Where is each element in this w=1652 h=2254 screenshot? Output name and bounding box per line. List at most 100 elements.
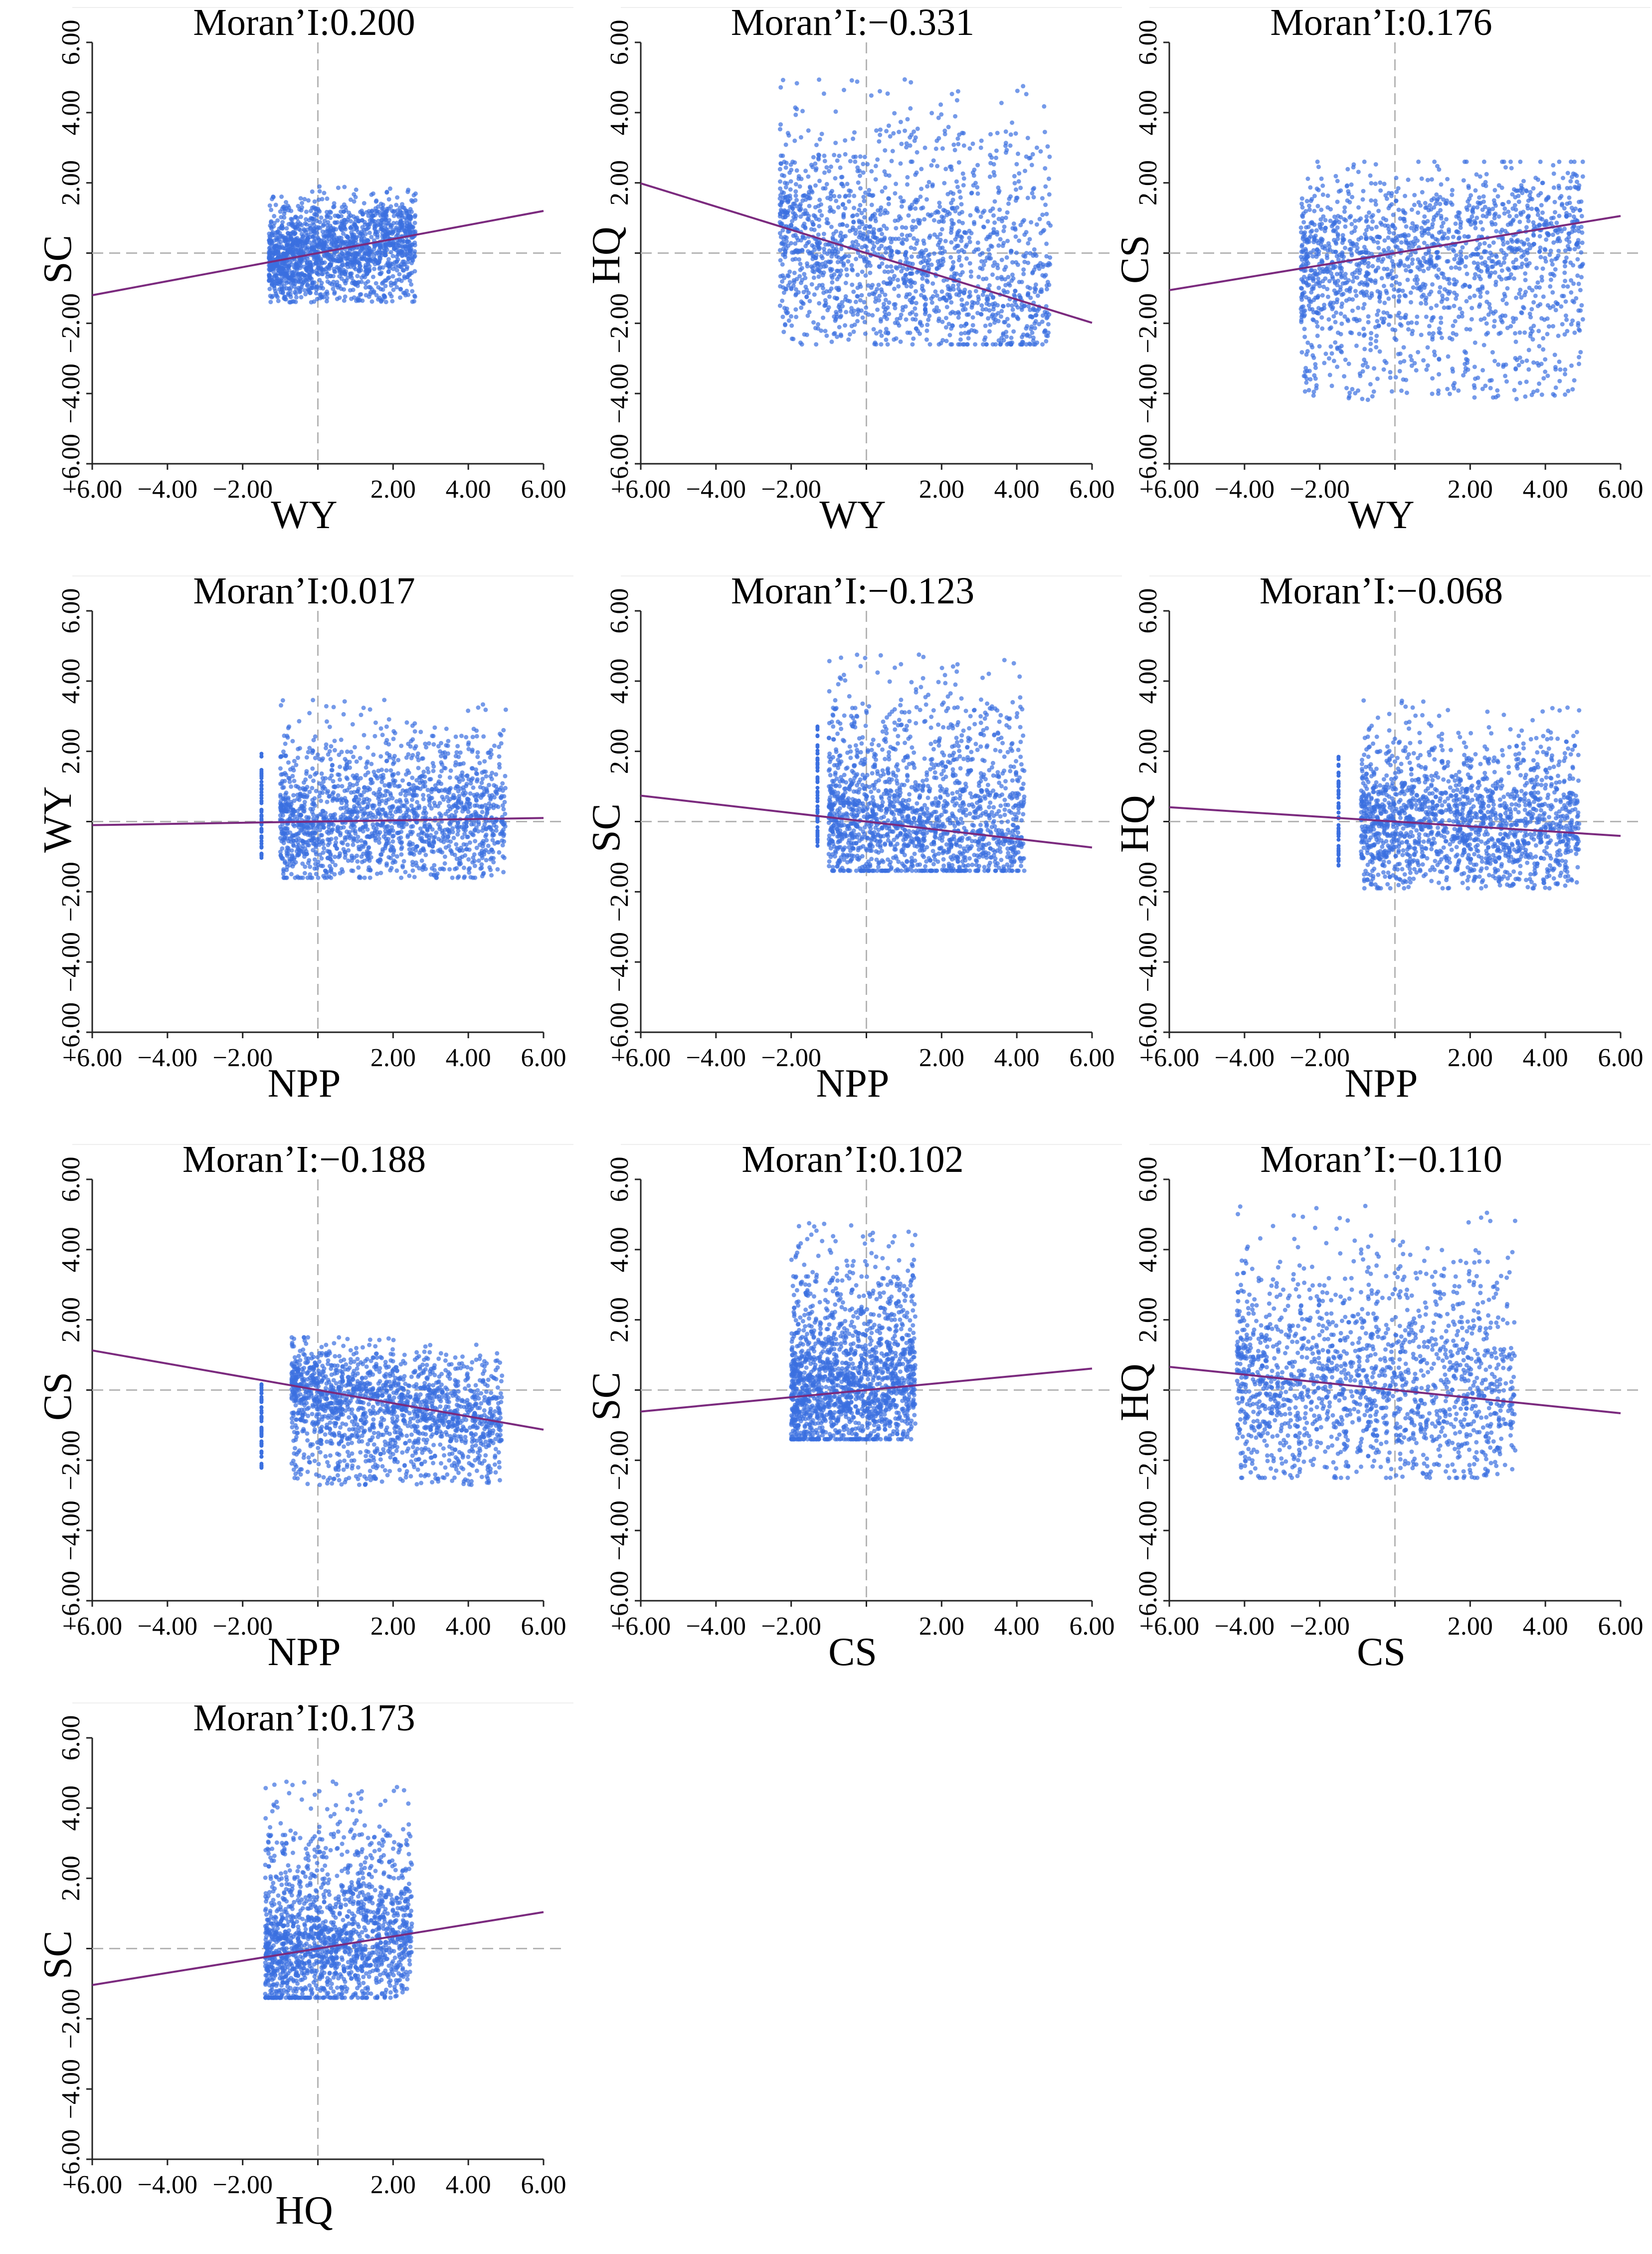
data-point	[1565, 329, 1569, 334]
data-point	[1433, 353, 1437, 358]
data-point	[851, 137, 855, 141]
data-point	[1531, 232, 1536, 237]
data-point	[1337, 346, 1342, 350]
data-point	[398, 295, 402, 300]
data-point	[1531, 361, 1536, 365]
data-point	[1501, 242, 1506, 247]
data-point	[923, 146, 927, 150]
data-point	[268, 294, 273, 298]
data-point	[406, 256, 411, 261]
data-point	[1341, 238, 1345, 242]
data-point	[1013, 289, 1017, 293]
data-point	[1449, 266, 1454, 270]
data-point	[336, 186, 341, 190]
data-point	[343, 294, 348, 299]
data-point	[1496, 332, 1501, 336]
data-point	[839, 334, 843, 338]
data-point	[1564, 314, 1568, 318]
data-point	[1570, 319, 1575, 323]
data-point	[982, 225, 986, 229]
data-point	[299, 273, 303, 278]
data-point	[810, 282, 814, 287]
data-point	[1030, 191, 1035, 195]
data-point	[315, 297, 320, 301]
data-point	[879, 342, 884, 347]
data-point	[319, 215, 324, 220]
data-point	[1299, 350, 1304, 355]
data-point	[1555, 239, 1560, 243]
data-point	[1541, 181, 1545, 185]
data-point	[1541, 336, 1545, 341]
data-point	[1541, 376, 1546, 380]
data-point	[1387, 191, 1391, 195]
data-point	[1518, 288, 1522, 292]
data-point	[369, 235, 373, 239]
data-point	[1026, 136, 1030, 140]
data-point	[1017, 238, 1021, 243]
data-point	[789, 286, 793, 291]
data-point	[1391, 212, 1396, 217]
data-point	[897, 130, 901, 134]
data-point	[809, 227, 814, 231]
data-point	[846, 259, 850, 264]
data-point	[1403, 194, 1407, 198]
data-point	[269, 238, 273, 243]
data-point	[1034, 253, 1039, 258]
data-point	[1485, 290, 1489, 295]
data-point	[306, 198, 311, 202]
data-point	[1320, 293, 1325, 298]
data-point	[1003, 320, 1007, 325]
data-point	[1312, 209, 1316, 213]
data-point	[875, 158, 880, 162]
data-point	[833, 176, 838, 181]
data-point	[1037, 266, 1042, 271]
data-point	[1432, 160, 1437, 164]
data-point	[827, 294, 832, 299]
data-point	[1369, 291, 1374, 296]
data-point	[789, 179, 793, 184]
data-point	[1383, 223, 1387, 228]
data-point	[322, 191, 327, 195]
data-point	[823, 298, 828, 303]
data-point	[391, 228, 395, 232]
data-point	[912, 236, 916, 241]
data-point	[1409, 300, 1413, 305]
data-point	[962, 324, 967, 328]
data-point	[899, 161, 903, 166]
data-point	[892, 111, 897, 116]
data-point	[1010, 303, 1014, 308]
x-axis-label: WY	[578, 493, 1127, 538]
data-point	[395, 221, 399, 225]
data-point	[1321, 285, 1326, 289]
data-point	[395, 212, 399, 217]
data-point	[829, 269, 833, 273]
data-point	[1393, 244, 1398, 248]
data-point	[400, 213, 404, 218]
data-point	[1556, 334, 1561, 338]
data-point	[1342, 374, 1346, 378]
data-point	[331, 205, 336, 209]
data-point	[843, 323, 847, 328]
data-point	[1509, 272, 1513, 277]
data-point	[816, 204, 821, 208]
data-point	[1021, 333, 1026, 337]
data-point	[968, 213, 973, 217]
data-point	[1502, 256, 1507, 260]
data-point	[1518, 381, 1522, 385]
data-point	[1441, 272, 1446, 276]
data-point	[1302, 335, 1307, 339]
data-point	[336, 254, 341, 259]
data-point	[998, 237, 1003, 241]
data-point	[1350, 387, 1354, 391]
data-point	[1480, 368, 1485, 373]
data-point	[1473, 226, 1478, 230]
data-point	[991, 342, 995, 347]
data-point	[911, 337, 916, 341]
data-point	[798, 268, 803, 272]
data-point	[1322, 361, 1326, 365]
data-point	[790, 219, 794, 223]
data-point	[862, 215, 867, 219]
data-point	[1412, 228, 1417, 233]
data-point	[1402, 263, 1407, 268]
data-point	[1353, 218, 1357, 223]
